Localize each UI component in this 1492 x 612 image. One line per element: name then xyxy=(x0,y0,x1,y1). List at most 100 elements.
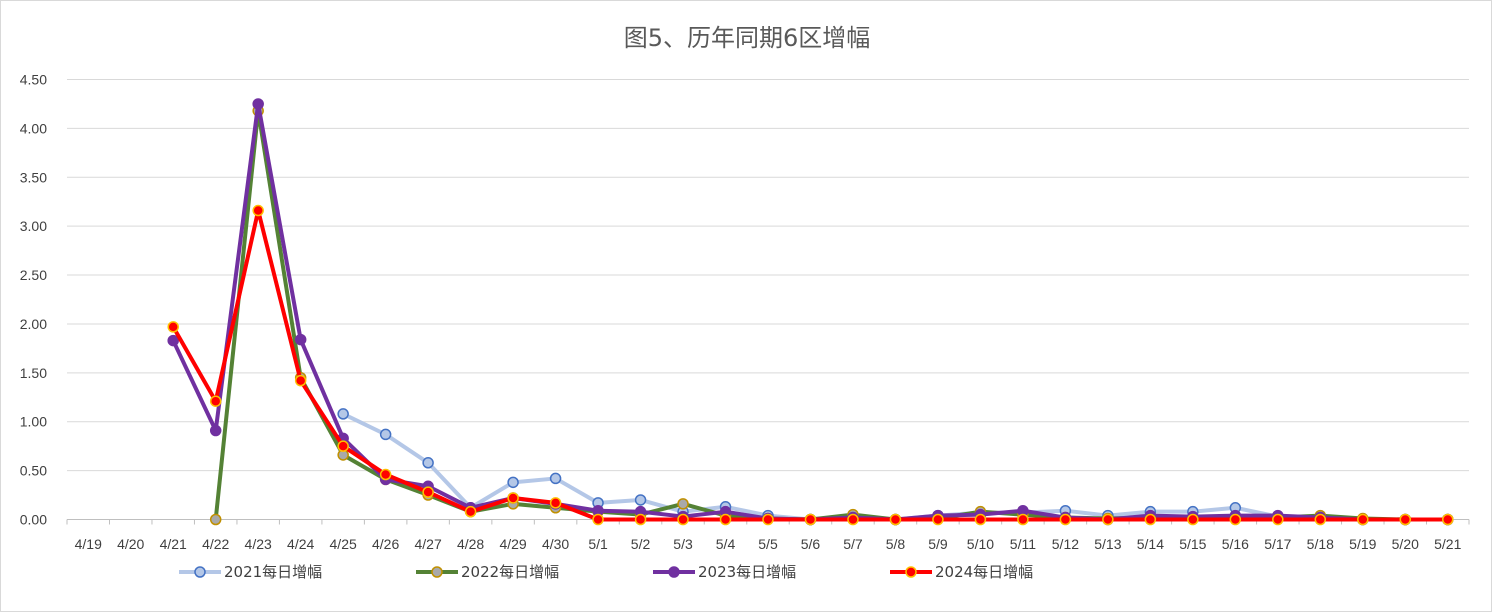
x-tick-label: 5/5 xyxy=(758,536,778,552)
x-tick-label: 5/8 xyxy=(886,536,906,552)
data-point xyxy=(167,321,179,333)
data-point xyxy=(167,334,179,347)
legend-swatch-marker xyxy=(905,566,917,578)
x-tick-label: 5/2 xyxy=(631,536,651,552)
data-point xyxy=(209,424,222,437)
legend-label: 2021每日增幅 xyxy=(224,563,322,581)
x-tick-label: 4/23 xyxy=(245,536,272,552)
data-point xyxy=(847,513,859,526)
data-point xyxy=(1229,513,1242,526)
data-point xyxy=(1272,513,1284,526)
x-tick-label: 4/27 xyxy=(414,536,441,552)
x-tick-label: 5/1 xyxy=(588,536,608,552)
x-tick-label: 5/3 xyxy=(673,536,693,552)
legend-item: 2022每日增幅 xyxy=(416,563,559,581)
y-tick-label: 2.50 xyxy=(20,267,47,283)
x-tick-label: 4/28 xyxy=(457,536,484,552)
data-point xyxy=(422,457,434,469)
data-point xyxy=(677,498,689,510)
data-point xyxy=(507,492,519,504)
y-tick-label: 4.50 xyxy=(20,72,47,88)
data-point xyxy=(974,513,987,526)
data-point xyxy=(252,98,264,110)
x-tick-label: 5/9 xyxy=(928,536,948,552)
x-axis-ticks: 4/19 4/20 4/21 4/22 4/23 4/24 4/25 4/26 4/27 4/28… xyxy=(66,519,1470,552)
data-point xyxy=(762,513,774,526)
x-tick-label: 5/7 xyxy=(843,536,863,552)
x-tick-label: 4/22 xyxy=(202,536,229,552)
data-point xyxy=(549,497,562,509)
legend-item: 2023每日增幅 xyxy=(653,563,796,581)
x-tick-label: 5/19 xyxy=(1349,536,1376,552)
x-tick-label: 5/6 xyxy=(801,536,821,552)
data-point xyxy=(1399,513,1412,526)
series-line xyxy=(171,208,1450,522)
x-tick-label: 5/15 xyxy=(1179,536,1206,552)
x-tick-label: 5/18 xyxy=(1307,536,1334,552)
data-point xyxy=(549,472,562,485)
x-tick-label: 5/14 xyxy=(1137,536,1164,552)
legend-item: 2024每日增幅 xyxy=(890,563,1033,581)
y-tick-label: 1.50 xyxy=(20,365,47,381)
data-point xyxy=(1059,513,1072,526)
legend-label: 2023每日增幅 xyxy=(698,563,796,581)
data-point xyxy=(1357,513,1369,526)
data-point xyxy=(1102,513,1114,526)
data-point xyxy=(932,513,944,526)
series-3 xyxy=(167,98,1454,526)
x-tick-label: 4/20 xyxy=(117,536,144,552)
x-tick-label: 5/12 xyxy=(1052,536,1079,552)
y-tick-label: 0.50 xyxy=(20,463,47,479)
x-tick-label: 4/21 xyxy=(160,536,187,552)
x-tick-label: 4/26 xyxy=(372,536,399,552)
data-point xyxy=(1442,513,1454,526)
x-tick-label: 5/17 xyxy=(1264,536,1291,552)
data-point xyxy=(379,468,392,481)
x-tick-label: 5/20 xyxy=(1392,536,1419,552)
data-point xyxy=(294,333,307,346)
data-point xyxy=(252,204,264,217)
series-layer xyxy=(167,98,1454,526)
data-point xyxy=(464,505,477,518)
legend-swatch-marker xyxy=(194,566,206,578)
y-tick-label: 3.00 xyxy=(20,218,47,234)
series-line xyxy=(213,108,1450,522)
x-tick-label: 4/29 xyxy=(499,536,526,552)
x-tick-label: 5/4 xyxy=(716,536,736,552)
data-point xyxy=(592,513,604,526)
legend-label: 2022每日增幅 xyxy=(461,563,559,581)
x-tick-label: 4/30 xyxy=(542,536,569,552)
x-tick-label: 5/11 xyxy=(1010,536,1036,552)
gridlines xyxy=(67,79,1469,520)
x-tick-label: 4/24 xyxy=(287,536,314,552)
data-point xyxy=(889,513,902,526)
data-point xyxy=(337,440,349,452)
y-axis-ticks: 0.00 0.50 1.00 1.50 2.00 2.50 3.00 3.50 4.00 4.50 xyxy=(20,72,47,528)
legend-swatch-marker xyxy=(668,566,680,578)
data-point xyxy=(379,428,392,441)
chart-title: 图5、历年同期6区增幅 xyxy=(624,24,871,52)
data-point xyxy=(1017,513,1029,526)
x-tick-label: 5/16 xyxy=(1222,536,1249,552)
data-point xyxy=(337,408,349,420)
data-point xyxy=(507,476,519,489)
data-point xyxy=(422,486,434,498)
data-point xyxy=(1144,513,1157,526)
y-tick-label: 2.00 xyxy=(20,316,47,332)
series-line xyxy=(171,101,1450,522)
legend-swatch-marker xyxy=(431,566,443,578)
data-point xyxy=(209,395,222,407)
data-point xyxy=(677,513,689,526)
y-tick-label: 4.00 xyxy=(20,120,47,136)
x-tick-label: 5/10 xyxy=(967,536,994,552)
data-point xyxy=(634,513,647,526)
data-point xyxy=(719,513,732,526)
data-point xyxy=(209,513,222,526)
x-tick-label: 5/21 xyxy=(1434,536,1461,552)
x-tick-label: 4/19 xyxy=(75,536,102,552)
data-point xyxy=(294,374,307,387)
series-2 xyxy=(209,105,1454,526)
legend: 2021每日增幅 2022每日增幅 2023每日增幅 2024每日增幅 xyxy=(179,563,1033,581)
